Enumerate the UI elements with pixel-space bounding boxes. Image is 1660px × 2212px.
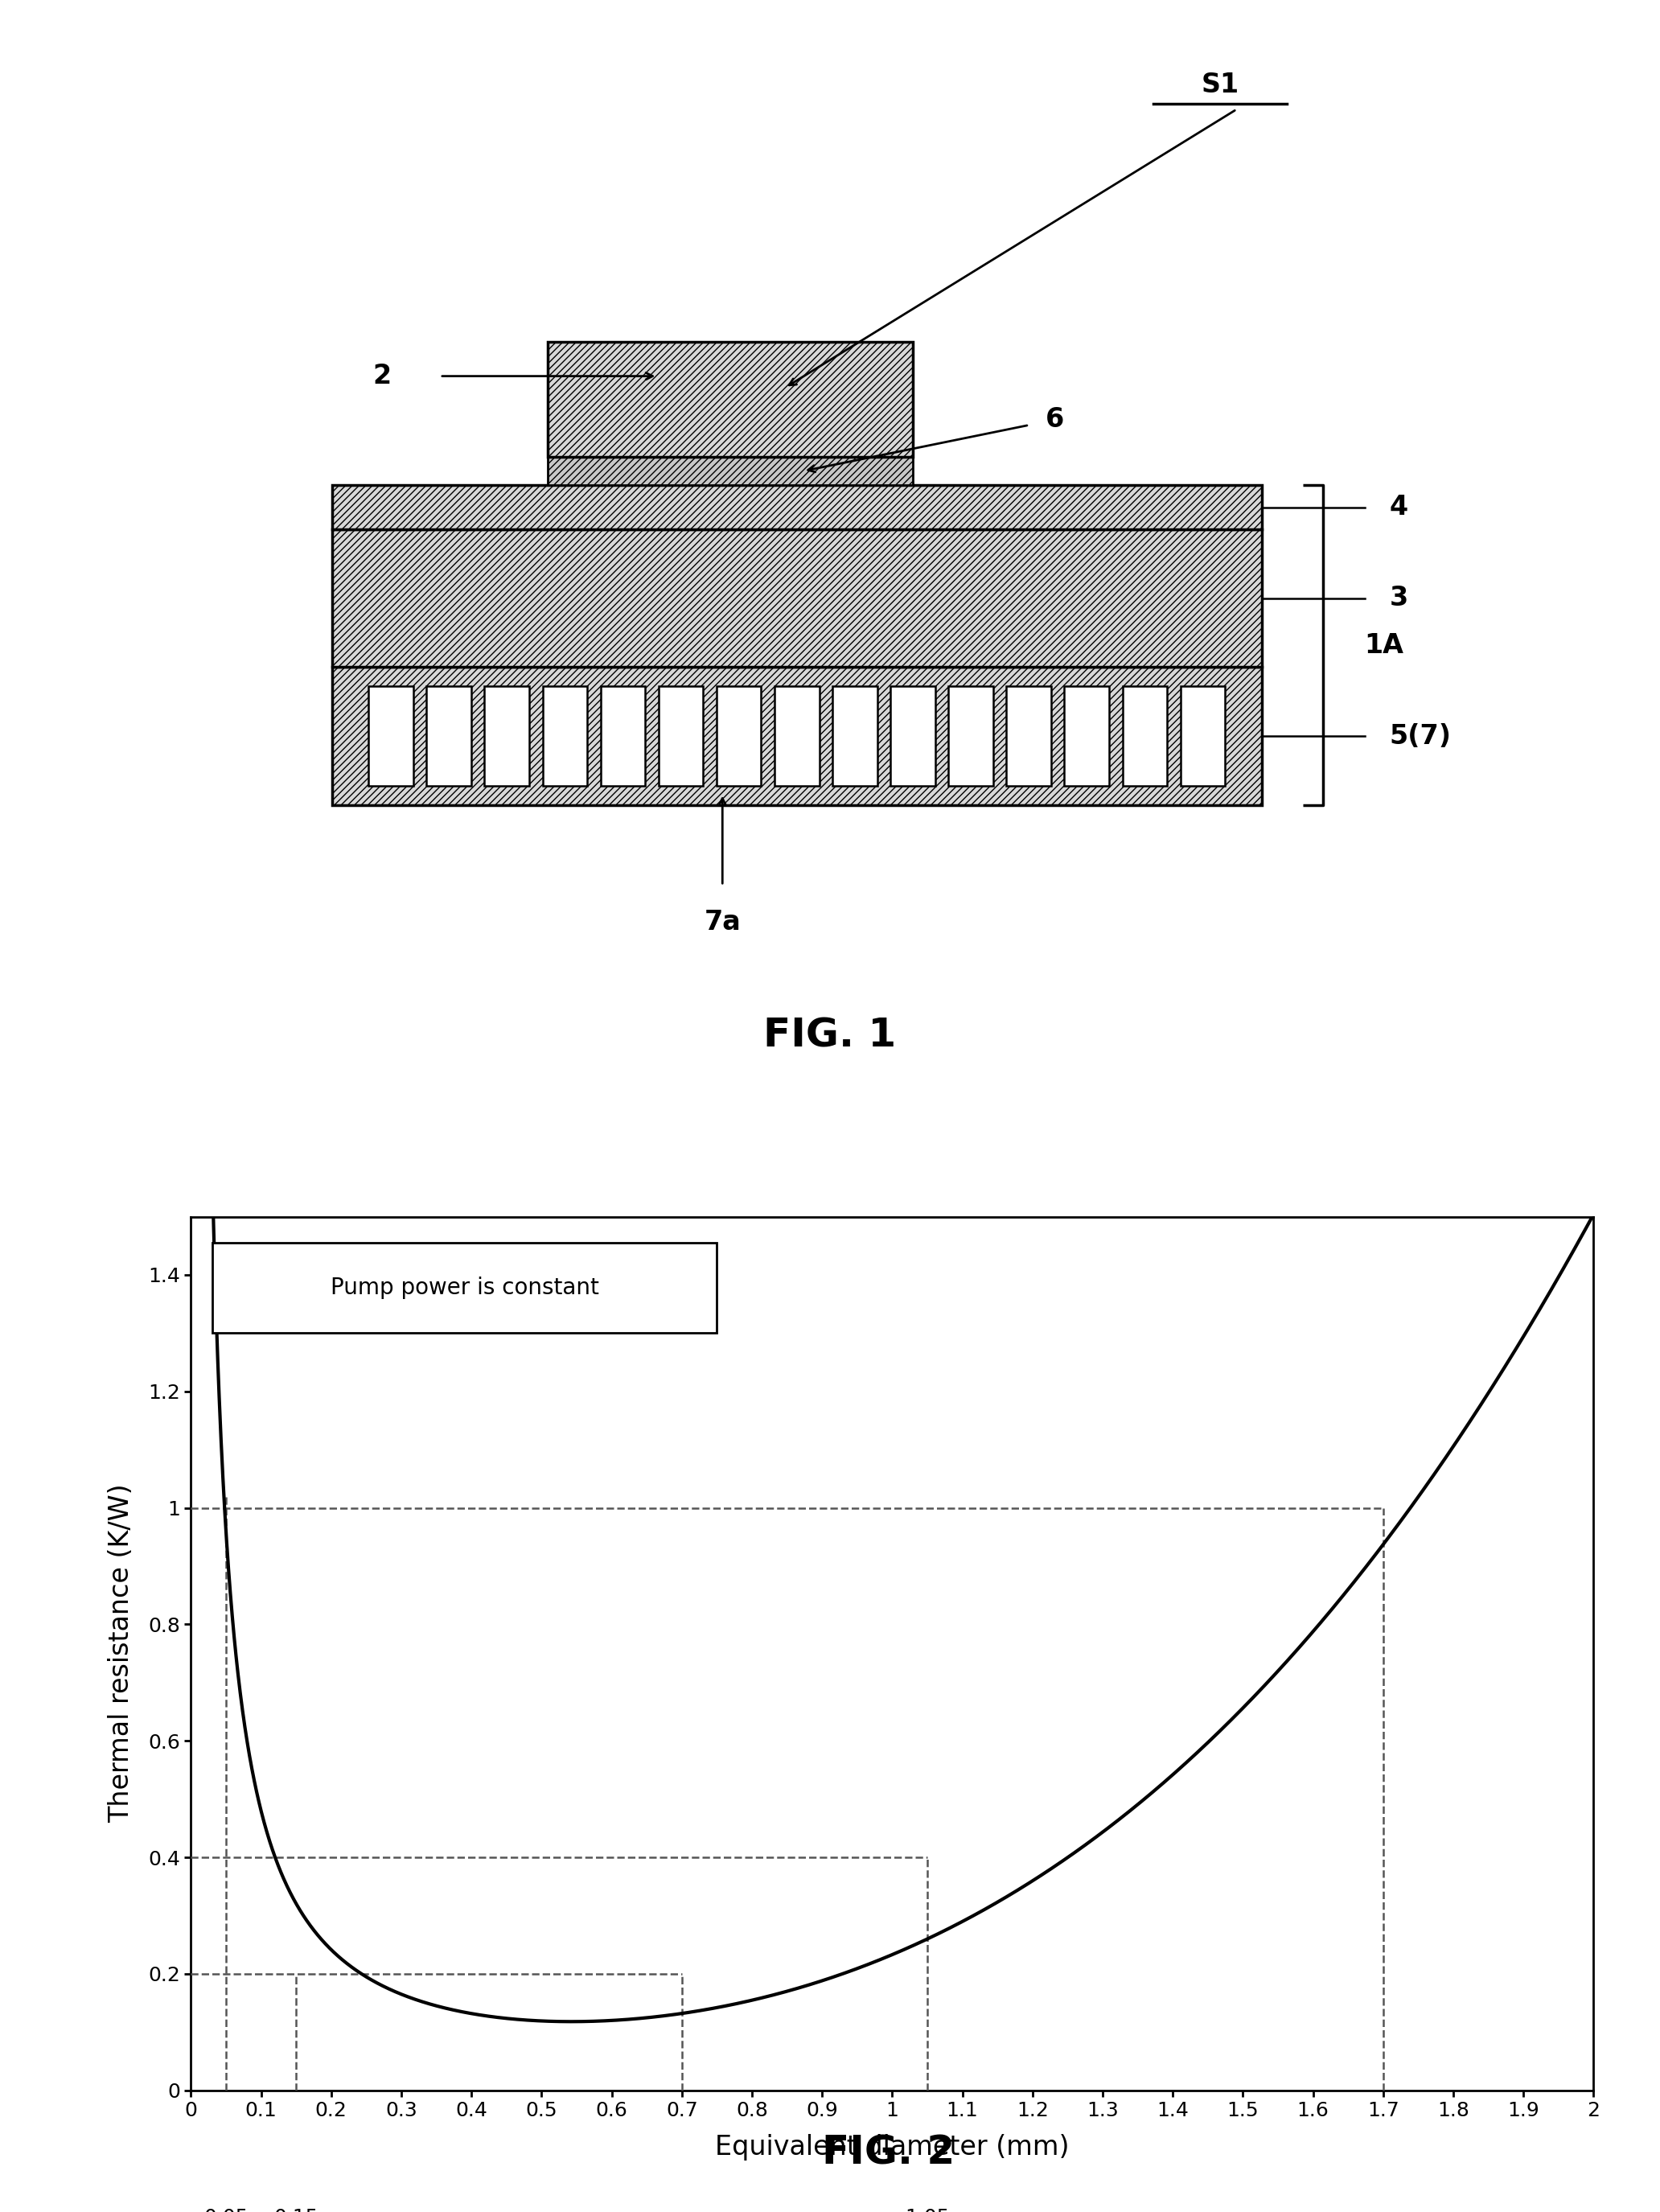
Text: 6: 6 (1046, 407, 1064, 434)
X-axis label: Equivalent diameter (mm): Equivalent diameter (mm) (715, 2135, 1069, 2161)
Bar (212, 1243, 717, 1334)
Bar (948, 686, 993, 785)
Bar (601, 686, 646, 785)
Text: FIG. 1: FIG. 1 (764, 1015, 896, 1055)
Bar (1064, 686, 1109, 785)
Bar (890, 686, 935, 785)
Bar (543, 686, 588, 785)
Bar (369, 686, 413, 785)
Bar (427, 686, 471, 785)
Bar (332, 668, 1262, 805)
Bar (1122, 686, 1167, 785)
Bar (332, 529, 1262, 668)
Bar (717, 686, 762, 785)
Text: 3: 3 (1389, 584, 1408, 611)
Text: S1: S1 (1202, 71, 1238, 97)
Text: 0.05: 0.05 (204, 2208, 249, 2212)
Bar (832, 686, 876, 785)
Bar (548, 341, 913, 456)
Y-axis label: Thermal resistance (K/W): Thermal resistance (K/W) (108, 1484, 134, 1823)
Bar (1180, 686, 1225, 785)
Bar (775, 686, 818, 785)
Text: FIG. 2: FIG. 2 (822, 2135, 954, 2172)
Bar (485, 686, 530, 785)
Bar (659, 686, 704, 785)
Bar (548, 456, 913, 484)
Text: 4: 4 (1389, 493, 1408, 520)
Bar (1006, 686, 1051, 785)
Text: 2: 2 (372, 363, 392, 389)
Text: 7a: 7a (704, 909, 740, 936)
Text: 5(7): 5(7) (1389, 723, 1451, 750)
Text: 0.15: 0.15 (274, 2208, 319, 2212)
Text: Pump power is constant: Pump power is constant (330, 1276, 599, 1298)
Bar (332, 484, 1262, 529)
Text: 1A: 1A (1365, 633, 1404, 659)
Text: 1.05: 1.05 (905, 2208, 950, 2212)
